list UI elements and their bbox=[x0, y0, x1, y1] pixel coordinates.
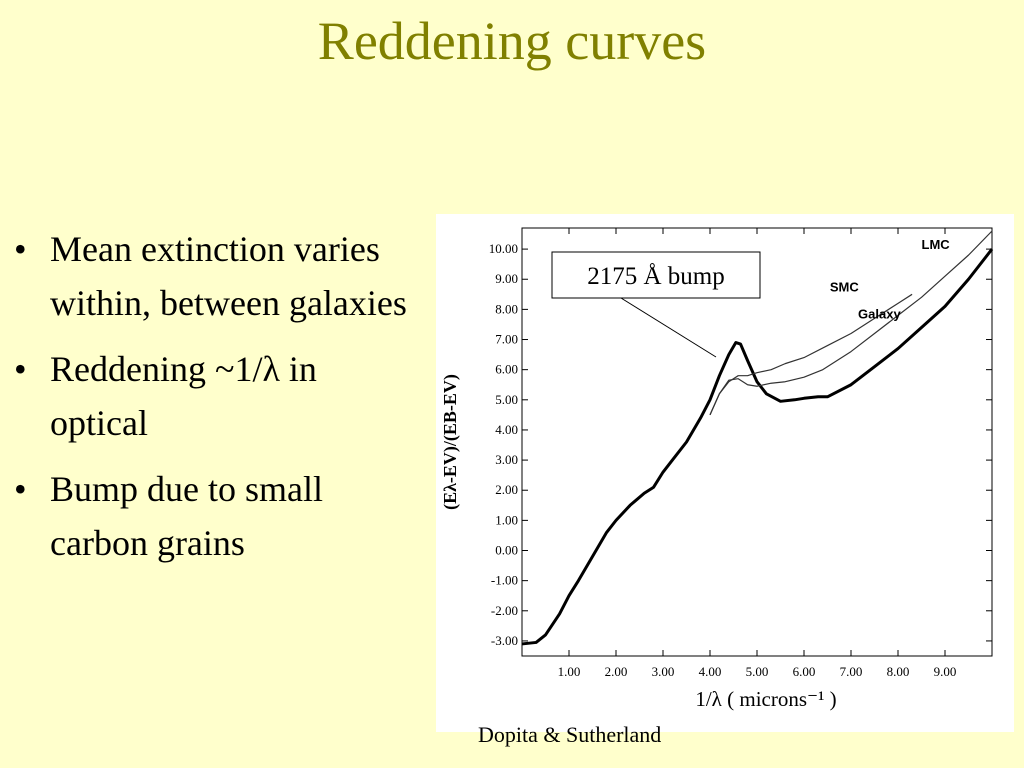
y-tick-label: 1.00 bbox=[495, 512, 518, 527]
bullet-item: • Reddening ~1/λ in optical bbox=[14, 342, 414, 450]
credit-text: Dopita & Sutherland bbox=[478, 722, 662, 747]
x-tick-label: 9.00 bbox=[934, 664, 957, 679]
bullet-text: Bump due to small carbon grains bbox=[50, 469, 323, 563]
series-label-lmc: LMC bbox=[922, 237, 951, 252]
y-tick-label: 6.00 bbox=[495, 362, 518, 377]
y-tick-label: -2.00 bbox=[491, 603, 518, 618]
series-label-galaxy: Galaxy bbox=[858, 306, 901, 321]
x-tick-label: 2.00 bbox=[605, 664, 628, 679]
bullet-item: • Bump due to small carbon grains bbox=[14, 462, 414, 570]
bullet-glyph: • bbox=[14, 349, 27, 389]
chart-figure: 1.00 2.00 3.00 4.00 5.00 6.00 7.00 8.00 9.00 10.… bbox=[436, 214, 1014, 732]
slide-title: Reddening curves bbox=[317, 11, 707, 71]
series-label-smc: SMC bbox=[830, 279, 860, 294]
y-tick-label: 0.00 bbox=[495, 543, 518, 558]
bullet-list: • Mean extinction varies within, between … bbox=[14, 222, 414, 582]
y-axis-label: (Eλ-EV)/(EB-EV) bbox=[440, 374, 461, 510]
reddening-chart: 1.00 2.00 3.00 4.00 5.00 6.00 7.00 8.00 9.00 10.… bbox=[440, 227, 994, 711]
y-tick-label: 8.00 bbox=[495, 301, 518, 316]
x-tick-label: 5.00 bbox=[746, 664, 769, 679]
bullet-text: Reddening ~1/λ in optical bbox=[50, 349, 317, 443]
x-tick-label: 7.00 bbox=[840, 664, 863, 679]
bullet-glyph: • bbox=[14, 229, 27, 269]
x-tick-label: 1.00 bbox=[558, 664, 581, 679]
series-line-smc bbox=[709, 293, 913, 416]
y-tick-label: 2.00 bbox=[495, 482, 518, 497]
x-tick-label: 6.00 bbox=[793, 664, 816, 679]
x-tick-label: 4.00 bbox=[699, 664, 722, 679]
y-tick-label: 3.00 bbox=[495, 452, 518, 467]
series-line-lmc bbox=[709, 230, 993, 416]
x-tick-label: 8.00 bbox=[887, 664, 910, 679]
x-tick-label: 3.00 bbox=[652, 664, 675, 679]
y-tick-label: -1.00 bbox=[491, 573, 518, 588]
x-axis-label: 1/λ ( microns⁻¹ ) bbox=[695, 687, 836, 711]
y-tick-label: -3.00 bbox=[491, 633, 518, 648]
bullet-glyph: • bbox=[14, 469, 27, 509]
y-tick-label: 5.00 bbox=[495, 392, 518, 407]
y-tick-label: 9.00 bbox=[495, 271, 518, 286]
bullet-item: • Mean extinction varies within, between … bbox=[14, 222, 414, 330]
series-line-galaxy bbox=[521, 248, 994, 646]
y-tick-label: 4.00 bbox=[495, 422, 518, 437]
y-tick-label: 7.00 bbox=[495, 332, 518, 347]
annotation-box bbox=[551, 251, 761, 299]
annotation-bump: 2175 Å bump bbox=[587, 263, 725, 290]
annotation-pointer bbox=[620, 297, 717, 358]
y-tick-label: 10.00 bbox=[489, 241, 518, 256]
bullet-text: Mean extinction varies within, between g… bbox=[50, 229, 407, 323]
